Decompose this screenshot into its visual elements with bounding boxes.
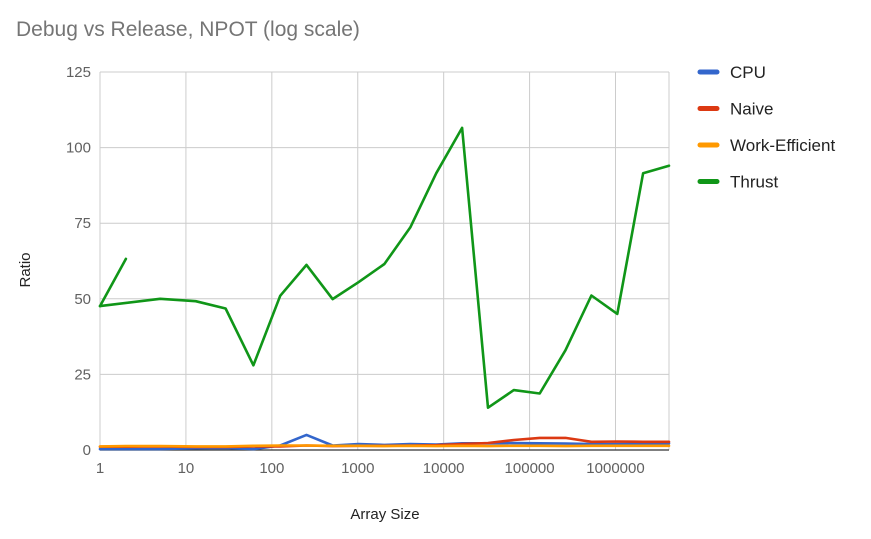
x-tick-label: 100000 — [505, 460, 555, 477]
legend-label-naive: Naive — [730, 100, 773, 119]
x-axis-label: Array Size — [350, 506, 419, 523]
x-tick-label: 1000 — [341, 460, 374, 477]
x-tick-label: 10000 — [423, 460, 465, 477]
series-lines — [98, 126, 671, 451]
y-tick-label: 25 — [74, 366, 91, 383]
y-tick-label: 75 — [74, 215, 91, 232]
legend-label-thrust: Thrust — [730, 173, 778, 192]
chart-title: Debug vs Release, NPOT (log scale) — [16, 18, 360, 41]
y-tick-label: 0 — [83, 442, 91, 459]
x-tick-label: 10 — [178, 460, 195, 477]
x-tick-label: 100 — [259, 460, 284, 477]
y-tick-label: 50 — [74, 291, 91, 308]
series-line-thrust — [98, 257, 128, 308]
grid — [99, 71, 670, 450]
legend-label-work-efficient: Work-Efficient — [730, 136, 835, 155]
series-line-work-efficient — [98, 444, 671, 448]
y-axis-label: Ratio — [17, 252, 34, 287]
series-line-thrust — [98, 126, 671, 410]
legend: CPU Naive Work-Efficient Thrust — [697, 63, 835, 192]
y-tick-label: 125 — [66, 64, 91, 81]
x-tick-label: 1000000 — [586, 460, 644, 477]
x-tick-label: 1 — [96, 460, 104, 477]
tick-labels: 0 25 50 75 100 125 1 10 100 1000 10000 100000 100000… — [66, 64, 645, 477]
legend-label-cpu: CPU — [730, 63, 766, 82]
y-tick-label: 100 — [66, 140, 91, 157]
